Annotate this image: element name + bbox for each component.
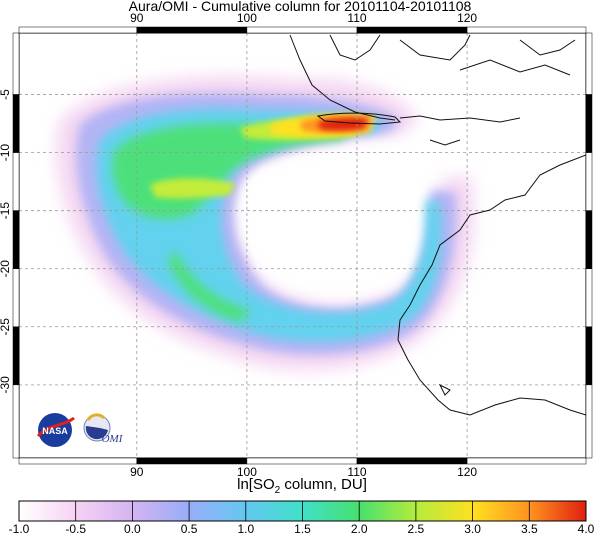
frame-segment bbox=[136, 457, 248, 465]
colorbar-tick-label: -1.0 bbox=[9, 522, 30, 536]
frame-segment bbox=[246, 457, 358, 465]
colorbar-tick-label: 1.5 bbox=[294, 522, 311, 536]
frame-segment bbox=[18, 457, 138, 465]
frame-segment bbox=[466, 26, 587, 34]
frame-ticks bbox=[12, 26, 593, 465]
y-tick-label: -30 bbox=[0, 376, 12, 394]
so2-plume bbox=[56, 76, 474, 371]
graticule bbox=[19, 33, 586, 458]
frame-segment bbox=[12, 152, 20, 211]
colorbar-tick-label: 4.0 bbox=[578, 522, 595, 536]
omi-logo-text: OMI bbox=[102, 433, 124, 445]
colorbar-label-text: ln[SO bbox=[237, 476, 275, 493]
y-tick-label: -15 bbox=[0, 202, 12, 220]
frame-segment bbox=[466, 457, 587, 465]
frame-segment bbox=[12, 326, 20, 386]
x-tick-label: 110 bbox=[347, 465, 366, 479]
colorbar-tick-label: 0.0 bbox=[124, 522, 141, 536]
colorbar-tick-label: 3.5 bbox=[521, 522, 538, 536]
frame-segment bbox=[585, 32, 593, 95]
nasa-logo-text: NASA bbox=[42, 426, 68, 436]
colorbar-tick-label: -0.5 bbox=[65, 522, 86, 536]
colorbar-tick-label: 3.0 bbox=[464, 522, 481, 536]
colorbar-label-subscript: 2 bbox=[275, 485, 281, 496]
frame-segment bbox=[12, 268, 20, 328]
nasa-logo: NASA bbox=[36, 413, 75, 447]
axis-labels: 9090100100110110120120-5-5-10-10-15-15-2… bbox=[0, 11, 600, 479]
x-tick-label: 120 bbox=[457, 465, 477, 479]
colorbar-ticks: -1.0 -0.5 0.0 0.5 1.0 1.5 2.0 2.5 3.0 3.5 4.0 bbox=[9, 501, 595, 536]
coastlines bbox=[289, 34, 586, 416]
x-tick-label: 110 bbox=[347, 11, 366, 25]
frame-segment bbox=[12, 384, 20, 459]
y-tick-label: -25 bbox=[0, 318, 12, 336]
y-tick-label: -5 bbox=[0, 89, 12, 100]
colorbar-tick-label: 2.0 bbox=[351, 522, 368, 536]
map-title: Aura/OMI - Cumulative column for 2010110… bbox=[129, 0, 472, 14]
x-tick-label: 90 bbox=[130, 11, 144, 25]
frame-segment bbox=[585, 326, 593, 386]
frame-segment bbox=[585, 384, 593, 459]
frame-segment bbox=[356, 26, 468, 34]
frame-segment bbox=[585, 152, 593, 211]
frame-segment bbox=[356, 457, 468, 465]
frame-segment bbox=[12, 32, 20, 95]
colorbar-tick-label: 0.5 bbox=[181, 522, 198, 536]
omi-logo: OMI bbox=[83, 413, 124, 445]
frame-segment bbox=[12, 210, 20, 269]
frame-segment bbox=[585, 268, 593, 328]
x-tick-label: 120 bbox=[457, 11, 477, 25]
colorbar-label-text: column, DU] bbox=[280, 476, 367, 493]
frame-segment bbox=[246, 26, 358, 34]
y-tick-label: -10 bbox=[0, 144, 12, 162]
frame-segment bbox=[136, 26, 248, 34]
colorbar-tick-label: 1.0 bbox=[237, 522, 254, 536]
colorbar-label: ln[SO2 column, DU] bbox=[237, 476, 367, 496]
frame-segment bbox=[585, 210, 593, 269]
frame-segment bbox=[12, 94, 20, 153]
frame-segment bbox=[585, 94, 593, 153]
x-tick-label: 100 bbox=[237, 11, 257, 25]
frame-segment bbox=[18, 26, 138, 34]
x-tick-label: 100 bbox=[237, 465, 257, 479]
x-tick-label: 90 bbox=[130, 465, 144, 479]
y-tick-label: -20 bbox=[0, 260, 12, 278]
colorbar-tick-label: 2.5 bbox=[408, 522, 425, 536]
